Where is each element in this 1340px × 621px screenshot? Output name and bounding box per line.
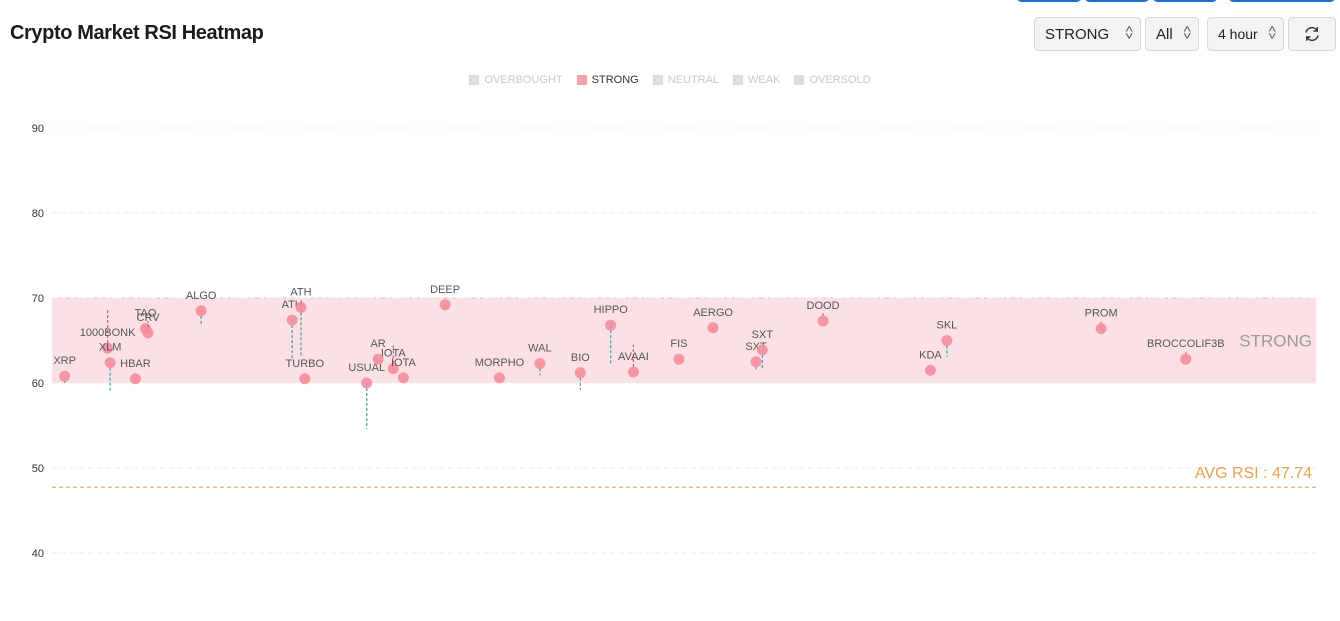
- data-point: [673, 353, 685, 365]
- y-tick-label: 80: [32, 208, 44, 220]
- chart-legend: OVERBOUGHT STRONG NEUTRAL WEAK OVERSOLD: [0, 74, 1340, 86]
- point-label: XLM: [99, 342, 122, 354]
- point-label: 1000BONK: [80, 327, 136, 339]
- y-tick-label: 90: [32, 123, 44, 135]
- point-label: DEEP: [430, 284, 460, 296]
- data-point: [924, 364, 936, 376]
- data-point: [1095, 323, 1107, 335]
- signal-filter-select[interactable]: STRONG ˄ ˅: [1034, 17, 1141, 51]
- scope-filter-select[interactable]: All ˄ ˅: [1145, 17, 1199, 51]
- refresh-icon: [1305, 26, 1319, 42]
- data-point: [195, 305, 207, 317]
- data-point: [605, 319, 617, 331]
- legend-swatch: [576, 75, 587, 85]
- band-label: STRONG: [1239, 332, 1312, 351]
- data-point: [439, 299, 451, 311]
- legend-label: OVERBOUGHT: [484, 74, 563, 86]
- point-label: XRP: [53, 355, 76, 367]
- avg-rsi-label: AVG RSI : 47.74: [1195, 465, 1312, 482]
- y-tick-label: 60: [32, 378, 44, 390]
- data-point: [756, 344, 768, 356]
- data-point: [295, 301, 307, 313]
- data-point: [104, 357, 116, 369]
- data-point: [574, 367, 586, 379]
- legend-item-neutral[interactable]: NEUTRAL: [652, 74, 720, 86]
- strong-band: [52, 298, 1316, 383]
- point-label: TURBO: [286, 358, 325, 370]
- legend-label: OVERSOLD: [809, 74, 871, 86]
- data-point: [941, 335, 953, 346]
- chevron-updown-icon: ˄ ˅: [1267, 24, 1276, 43]
- data-point: [142, 327, 154, 339]
- point-label: IOTA: [381, 348, 407, 360]
- data-point: [129, 373, 141, 385]
- data-point: [372, 353, 384, 365]
- chevron-updown-icon: ˄ ˅: [1124, 24, 1133, 43]
- point-label: MORPHO: [475, 357, 525, 369]
- point-label: BIO: [571, 352, 590, 364]
- point-label: HBAR: [120, 358, 151, 370]
- data-point: [707, 322, 719, 334]
- point-label: AERGO: [693, 307, 733, 319]
- point-label: AVAAI: [618, 351, 649, 363]
- point-label: ALGO: [186, 290, 217, 302]
- point-label: HIPPO: [594, 304, 629, 316]
- point-label: KDA: [919, 349, 942, 361]
- legend-label: STRONG: [591, 74, 639, 86]
- point-label: FIS: [670, 338, 687, 350]
- timeframe-select[interactable]: 4 hour ˄ ˅: [1207, 17, 1284, 51]
- legend-swatch: [794, 75, 805, 85]
- point-label: ATH: [290, 286, 311, 298]
- data-point: [534, 357, 546, 369]
- data-point: [397, 372, 409, 384]
- point-label: SXT: [752, 329, 774, 341]
- page-title: Crypto Market RSI Heatmap: [10, 22, 264, 44]
- point-label: BROCCOLIF3B: [1147, 338, 1225, 350]
- data-point: [59, 370, 71, 382]
- legend-item-overbought[interactable]: OVERBOUGHT: [469, 74, 563, 86]
- legend-label: WEAK: [748, 74, 781, 86]
- point-label: WAL: [528, 342, 551, 354]
- data-point: [817, 315, 829, 327]
- point-label: SKL: [937, 320, 958, 332]
- y-tick-label: 70: [32, 293, 44, 305]
- chevron-updown-icon: ˄ ˅: [1182, 24, 1191, 43]
- legend-label: NEUTRAL: [667, 74, 720, 86]
- point-label: AR: [370, 338, 385, 350]
- top-tab-4[interactable]: [1228, 0, 1336, 2]
- refresh-button[interactable]: [1288, 17, 1336, 51]
- data-point: [1180, 353, 1192, 365]
- y-tick-label: 50: [32, 463, 44, 475]
- top-tab-3[interactable]: [1152, 0, 1218, 2]
- y-tick-label: 40: [32, 548, 44, 560]
- top-tab-1[interactable]: [1016, 0, 1082, 2]
- data-point: [387, 363, 399, 375]
- legend-swatch: [733, 75, 744, 85]
- point-label: USUAL: [348, 362, 385, 374]
- legend-swatch: [652, 75, 663, 85]
- top-tab-2[interactable]: [1084, 0, 1150, 2]
- data-point: [299, 373, 311, 385]
- legend-item-strong[interactable]: STRONG: [576, 74, 639, 86]
- legend-item-oversold[interactable]: OVERSOLD: [794, 74, 871, 86]
- point-label: DOOD: [807, 300, 840, 312]
- data-point: [627, 366, 639, 378]
- point-label: TAO: [135, 308, 157, 320]
- data-point: [493, 372, 505, 384]
- timeframe-value: 4 hour: [1218, 26, 1258, 42]
- point-label: CRV: [137, 312, 161, 324]
- point-label: PROM: [1085, 308, 1118, 320]
- legend-item-weak[interactable]: WEAK: [733, 74, 780, 86]
- data-point: [750, 356, 762, 368]
- data-point: [361, 377, 373, 389]
- data-point: [102, 342, 114, 354]
- data-point: [286, 314, 298, 326]
- point-label: IOTA: [391, 357, 417, 369]
- legend-swatch: [469, 75, 480, 85]
- scope-filter-value: All: [1156, 25, 1173, 43]
- signal-filter-value: STRONG: [1045, 25, 1110, 43]
